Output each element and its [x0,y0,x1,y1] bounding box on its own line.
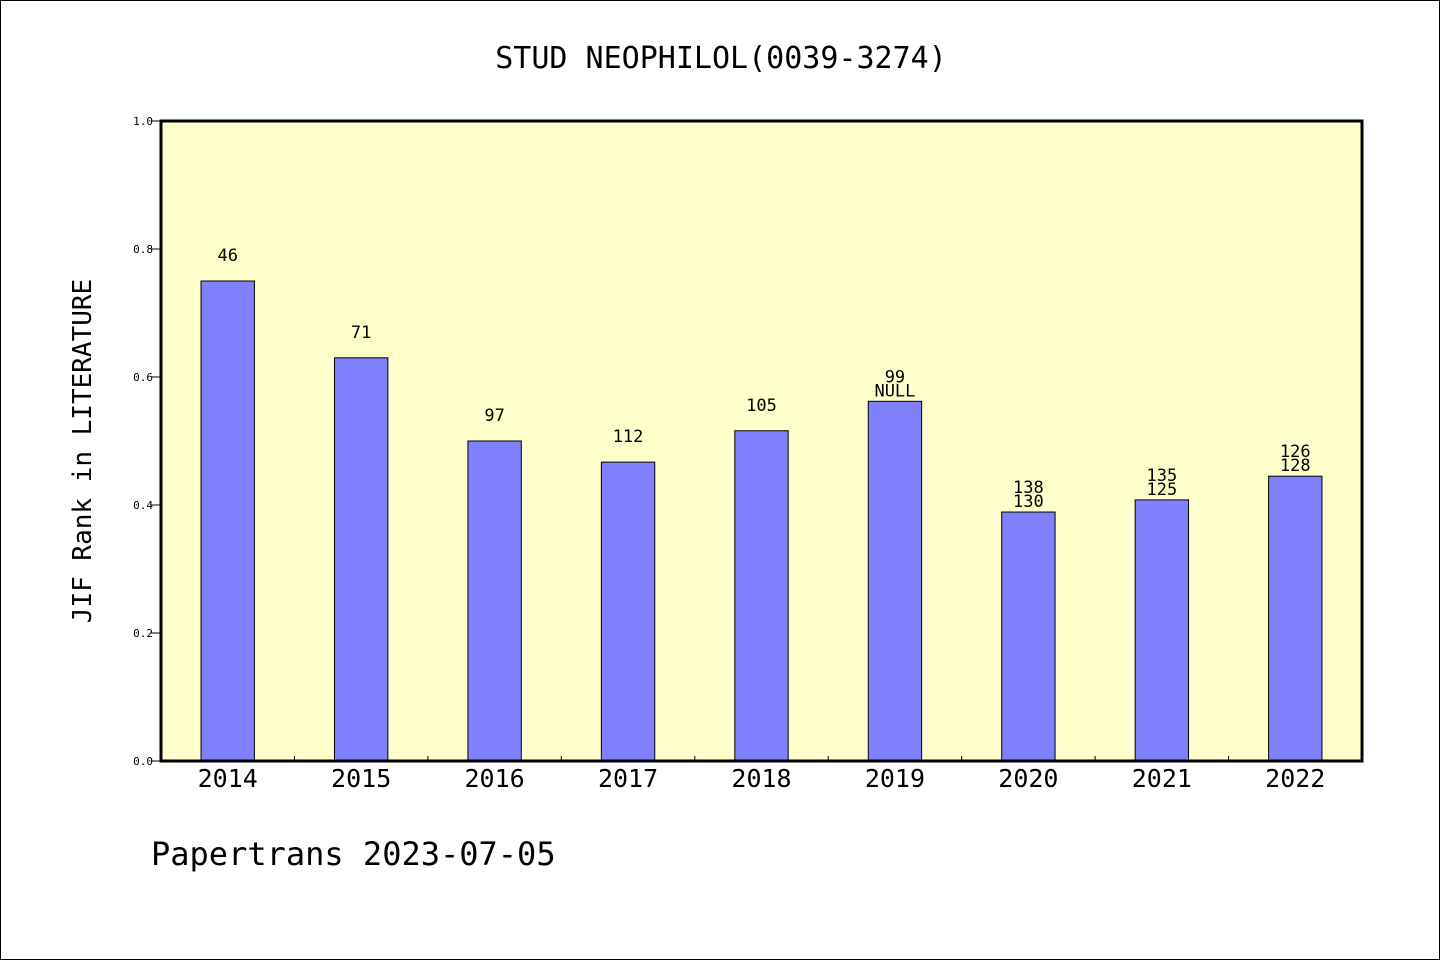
bars [200,280,1323,762]
bar-label-2016: 97 [484,406,504,426]
y-tick-label: 1.0 [133,115,153,128]
x-tick-label-2021: 2021 [1132,764,1192,793]
bar-2014 [200,280,255,762]
bar-2020 [1001,511,1056,762]
plot-border [159,119,1364,763]
x-tick-label-2016: 2016 [465,764,525,793]
bar-label-2015: 71 [351,323,371,343]
chart-title: STUD NEOPHILOL(0039-3274) [495,41,947,76]
bar-label-2019-2: NULL [874,381,915,401]
bar-2016 [467,440,522,762]
y-tick-label: 0.4 [133,499,153,512]
bar-label-2022-2: 128 [1280,456,1311,476]
bar-label-2021-1: 135 [1146,466,1177,486]
x-tick-label-2019: 2019 [865,764,925,793]
y-axis-label: JIF Rank in LITERATURE [68,279,98,623]
bar-label-2020-1: 138 [1013,478,1044,498]
y-tick-label: 0.8 [133,243,153,256]
bar-2017 [600,461,656,762]
x-tick-label-2015: 2015 [331,764,391,793]
bar-2019 [867,400,923,762]
bar-label-2019-1: 99 [885,367,905,387]
bar-2015 [333,357,389,762]
bar-2018 [734,430,789,762]
x-tick-label-2017: 2017 [598,764,658,793]
x-tick-label-2014: 2014 [198,764,258,793]
y-tick-label: 0.6 [133,371,153,384]
x-tick-label-2022: 2022 [1265,764,1325,793]
x-tick-label-2018: 2018 [731,764,791,793]
y-tick-label: 0.2 [133,627,153,640]
bar-label-2018: 105 [746,396,777,416]
bar-label-2020-2: 130 [1013,492,1044,512]
y-tick-label: 0.0 [133,755,153,768]
x-tick-label-2020: 2020 [998,764,1058,793]
y-axis-ticks: 0.0 0.2 0.4 0.6 0.8 1.0 [133,115,161,768]
bar-label-2017: 112 [613,427,644,447]
x-axis-labels: 2014 2015 2016 2017 2018 2019 2020 2021 2022 [198,764,1326,793]
bar-2022 [1268,475,1323,762]
bar-2021 [1134,499,1190,762]
bar-label-2022-1: 126 [1280,442,1311,462]
footer-credit: Papertrans 2023-07-05 [151,835,556,873]
bar-label-2021-2: 125 [1146,480,1177,500]
bar-label-2014: 46 [217,246,237,266]
